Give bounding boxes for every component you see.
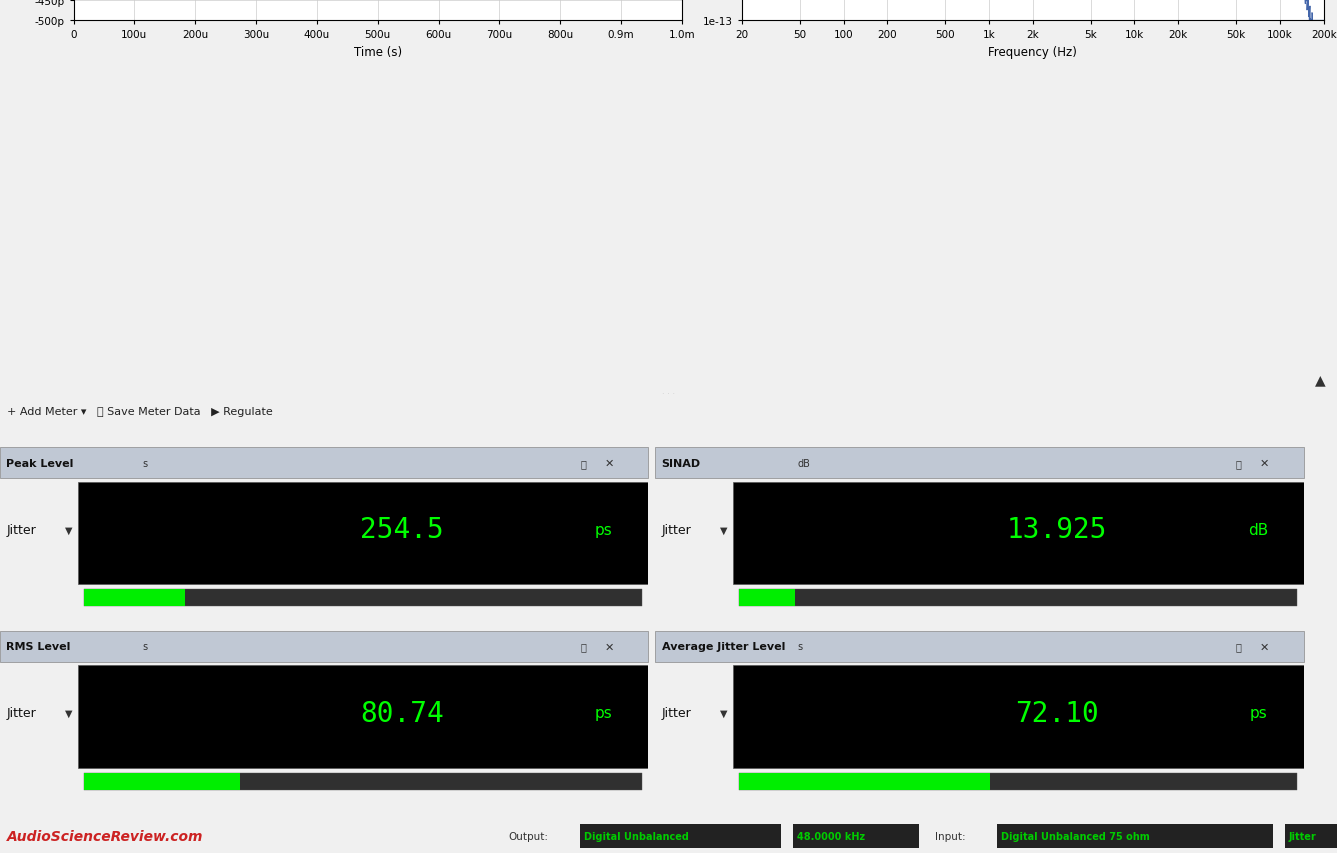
- Bar: [84, 773, 241, 790]
- FancyBboxPatch shape: [0, 448, 648, 479]
- Text: Input:: Input:: [935, 831, 965, 841]
- Bar: [84, 589, 642, 606]
- Text: + Add Meter ▾   ⬛ Save Meter Data   ▶ Regulate: + Add Meter ▾ ⬛ Save Meter Data ▶ Regula…: [7, 407, 273, 416]
- Bar: [739, 589, 796, 606]
- Bar: [739, 773, 1297, 790]
- Text: Jitter: Jitter: [662, 523, 691, 537]
- Text: ⤢: ⤢: [1235, 641, 1242, 652]
- Bar: [739, 773, 991, 790]
- Bar: [739, 589, 1297, 606]
- Text: ps: ps: [1249, 705, 1267, 721]
- Text: ▼: ▼: [719, 708, 727, 718]
- Text: dB: dB: [1247, 522, 1269, 537]
- Text: ✕: ✕: [1259, 641, 1269, 652]
- Text: s: s: [143, 458, 148, 468]
- Text: dB: dB: [798, 458, 810, 468]
- Text: Jitter: Jitter: [7, 706, 36, 720]
- X-axis label: Frequency (Hz): Frequency (Hz): [988, 46, 1078, 59]
- Text: ✕: ✕: [604, 641, 614, 652]
- Text: ps: ps: [594, 522, 612, 537]
- Text: ▼: ▼: [64, 708, 72, 718]
- Text: Average Jitter Level: Average Jitter Level: [662, 641, 785, 652]
- FancyBboxPatch shape: [0, 631, 648, 662]
- FancyBboxPatch shape: [655, 631, 1304, 662]
- Text: RMS Level: RMS Level: [7, 641, 71, 652]
- Text: ✕: ✕: [604, 458, 614, 468]
- Text: ▼: ▼: [64, 525, 72, 535]
- Text: Jitter: Jitter: [1289, 831, 1317, 841]
- Text: ▼: ▼: [719, 525, 727, 535]
- Text: 80.74: 80.74: [360, 699, 444, 727]
- FancyBboxPatch shape: [733, 665, 1304, 768]
- Text: Peak Level: Peak Level: [7, 458, 74, 468]
- Text: Digital Unbalanced: Digital Unbalanced: [584, 831, 689, 841]
- Bar: [84, 773, 642, 790]
- Text: ⤢: ⤢: [1235, 458, 1242, 468]
- Bar: [793, 824, 919, 848]
- Bar: [580, 824, 781, 848]
- Text: ps: ps: [594, 705, 612, 721]
- Text: Jitter: Jitter: [662, 706, 691, 720]
- Text: 48.0000 kHz: 48.0000 kHz: [797, 831, 865, 841]
- Text: ⤢: ⤢: [580, 641, 587, 652]
- Text: ▲: ▲: [1316, 373, 1325, 386]
- Bar: [84, 589, 185, 606]
- Text: SINAD: SINAD: [662, 458, 701, 468]
- Text: 254.5: 254.5: [360, 516, 444, 543]
- Text: ⤢: ⤢: [580, 458, 587, 468]
- Text: 72.10: 72.10: [1015, 699, 1099, 727]
- Bar: [997, 824, 1273, 848]
- Text: Digital Unbalanced 75 ohm: Digital Unbalanced 75 ohm: [1001, 831, 1150, 841]
- FancyBboxPatch shape: [733, 482, 1304, 584]
- Text: s: s: [143, 641, 148, 652]
- X-axis label: Time (s): Time (s): [354, 46, 401, 59]
- Bar: [1285, 824, 1337, 848]
- FancyBboxPatch shape: [78, 665, 648, 768]
- FancyBboxPatch shape: [655, 448, 1304, 479]
- Text: · · ·: · · ·: [662, 390, 675, 399]
- Text: ✕: ✕: [1259, 458, 1269, 468]
- Text: 13.925: 13.925: [1007, 516, 1107, 543]
- Text: Output:: Output:: [508, 831, 548, 841]
- Text: Jitter: Jitter: [7, 523, 36, 537]
- Text: AudioScienceReview.com: AudioScienceReview.com: [7, 829, 203, 843]
- FancyBboxPatch shape: [78, 482, 648, 584]
- Text: s: s: [798, 641, 804, 652]
